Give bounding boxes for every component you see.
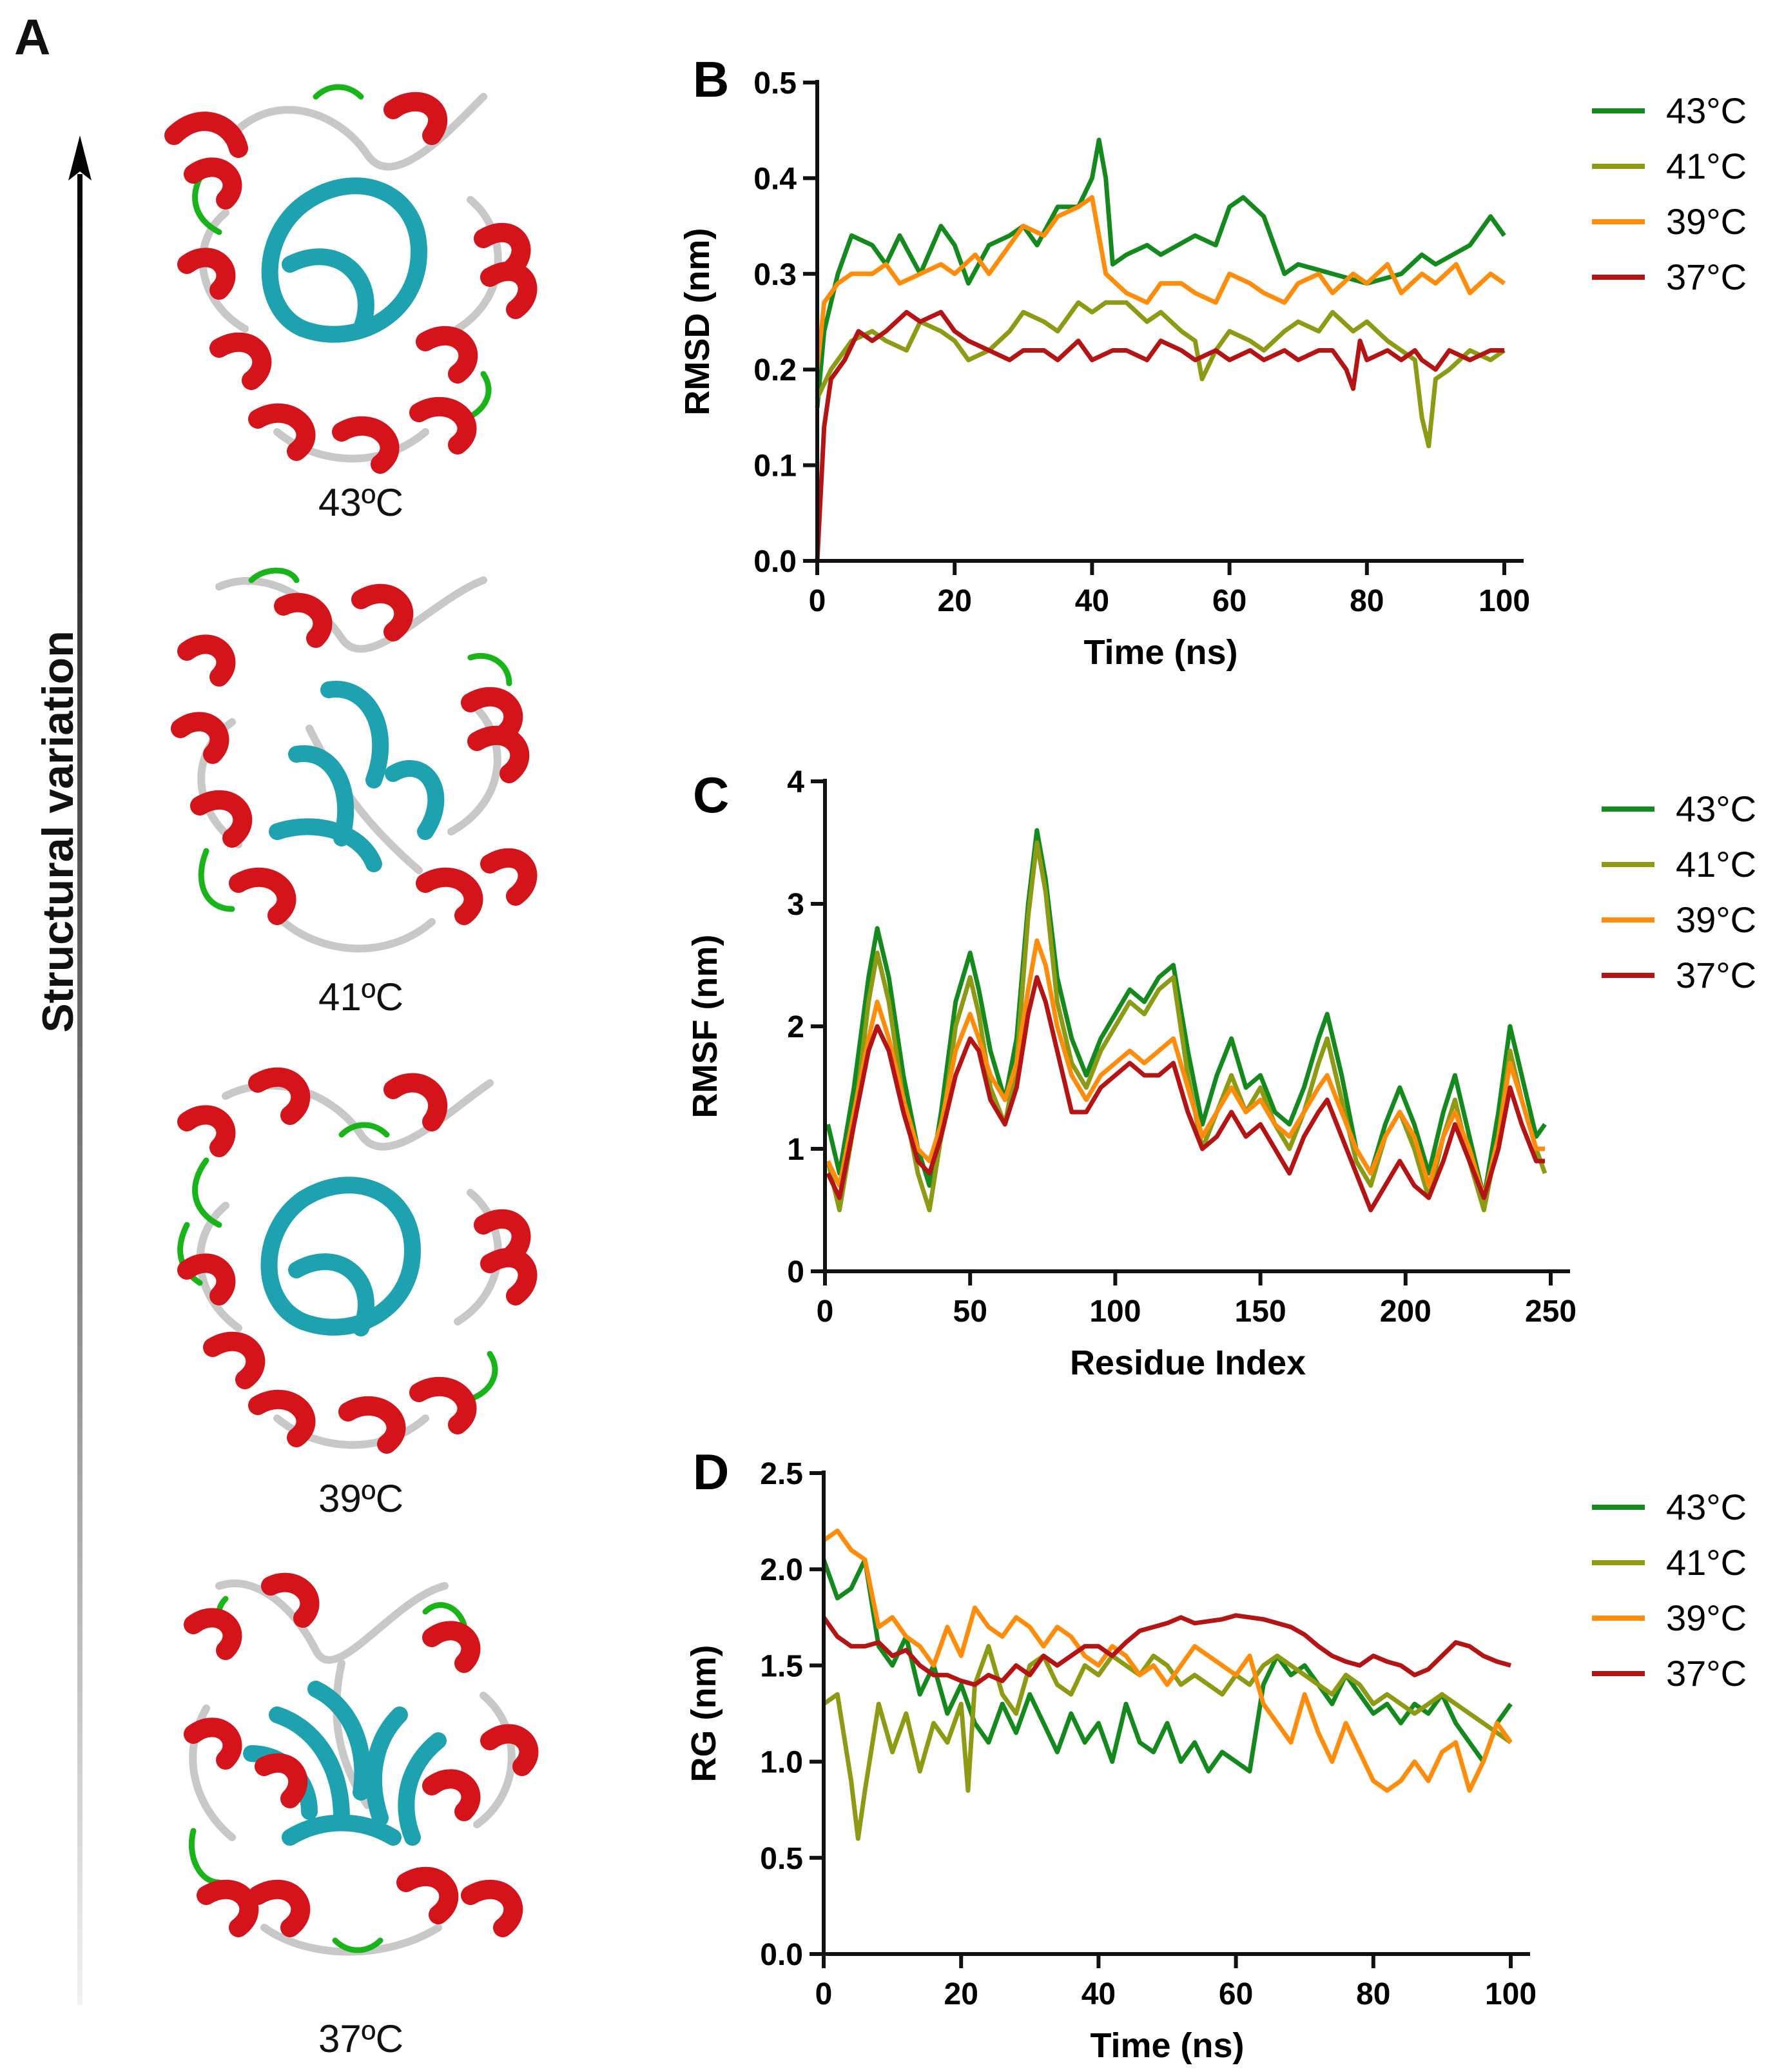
chart-d: D 0.0 0.5 1.0 1.5 2.0 2.5 0 20 40 60 80 100 Time (ns)… bbox=[684, 1443, 1747, 2065]
x-axis-title: Time (ns) bbox=[1083, 633, 1237, 672]
y-tick-label: 2 bbox=[787, 1010, 804, 1044]
x-tick-label: 20 bbox=[944, 1977, 978, 2011]
x-tick-label: 250 bbox=[1525, 1295, 1576, 1329]
y-tick-label: 0.0 bbox=[753, 545, 797, 579]
legend-label: 41°C bbox=[1666, 146, 1747, 186]
structure-label-41c: 41ºC bbox=[318, 975, 403, 1019]
y-tick-label: 0.5 bbox=[753, 66, 797, 101]
series-line-b-1 bbox=[815, 300, 1506, 449]
x-tick-label: 20 bbox=[938, 584, 972, 618]
x-tick-label: 100 bbox=[1089, 1295, 1141, 1329]
protein-structure-43c bbox=[164, 84, 538, 474]
series-line-c-3 bbox=[826, 975, 1545, 1213]
y-tick-label: 0.2 bbox=[753, 353, 797, 387]
legend-label: 39°C bbox=[1666, 201, 1747, 242]
series-line-d-0 bbox=[821, 1557, 1513, 1774]
series-line-d-1 bbox=[822, 1644, 1513, 1841]
panel-d-letter: D bbox=[693, 1443, 729, 1500]
series-line-d-3 bbox=[822, 1613, 1511, 1687]
panel-a-letter: A bbox=[14, 8, 51, 65]
y-tick-label: 1.5 bbox=[760, 1649, 803, 1683]
protein-structure-39c bbox=[177, 1067, 538, 1454]
structure-label-39c: 39ºC bbox=[318, 1477, 403, 1520]
x-tick-label: 60 bbox=[1219, 1977, 1253, 2011]
protein-structure-37c bbox=[184, 1572, 539, 1956]
y-tick-label: 2.0 bbox=[760, 1553, 803, 1587]
y-tick-label: 0.4 bbox=[753, 162, 797, 196]
y-tick-label: 0 bbox=[787, 1255, 804, 1289]
y-tick-label: 4 bbox=[787, 765, 804, 799]
legend-label: 37°C bbox=[1666, 1653, 1747, 1694]
legend-label: 41°C bbox=[1666, 1542, 1747, 1583]
x-tick-label: 80 bbox=[1350, 584, 1384, 618]
series-line-b-2 bbox=[815, 195, 1506, 370]
legend-label: 39°C bbox=[1666, 1598, 1747, 1638]
series-line-b-0 bbox=[815, 137, 1506, 408]
x-tick-label: 40 bbox=[1075, 584, 1109, 618]
structure-label-37c: 37ºC bbox=[318, 2017, 403, 2060]
legend-label: 37°C bbox=[1676, 955, 1756, 995]
legend-label: 43°C bbox=[1666, 1487, 1747, 1527]
series-line-b-3 bbox=[815, 309, 1504, 562]
x-tick-label: 0 bbox=[809, 584, 826, 618]
legend-label: 37°C bbox=[1666, 257, 1747, 297]
legend-label: 39°C bbox=[1676, 899, 1756, 940]
x-axis-title: Time (ns) bbox=[1090, 2026, 1244, 2065]
y-tick-label: 3 bbox=[787, 888, 804, 922]
x-tick-label: 60 bbox=[1212, 584, 1246, 618]
y-tick-label: 0.5 bbox=[760, 1842, 803, 1876]
y-axis-title: RMSD (nm) bbox=[678, 228, 717, 416]
series-line-d-2 bbox=[822, 1529, 1513, 1793]
x-axis-title: Residue Index bbox=[1070, 1344, 1306, 1382]
panel-b-letter: B bbox=[693, 51, 729, 108]
y-tick-label: 2.5 bbox=[760, 1457, 803, 1491]
y-axis-title: RMSF (nm) bbox=[686, 935, 724, 1119]
x-tick-label: 40 bbox=[1081, 1977, 1116, 2011]
x-tick-label: 150 bbox=[1235, 1295, 1286, 1329]
legend-label: 41°C bbox=[1676, 844, 1756, 885]
y-tick-label: 0.0 bbox=[760, 1938, 803, 1972]
legend-label: 43°C bbox=[1676, 788, 1756, 829]
panel-c-letter: C bbox=[693, 767, 729, 823]
x-tick-label: 0 bbox=[815, 1977, 833, 2011]
x-tick-label: 50 bbox=[953, 1295, 987, 1329]
structural-variation-arrow bbox=[68, 135, 92, 2005]
structure-label-43c: 43ºC bbox=[318, 481, 403, 524]
y-axis-title: RG (nm) bbox=[684, 1645, 723, 1783]
series-line-c-2 bbox=[826, 938, 1545, 1200]
legend-label: 43°C bbox=[1666, 90, 1747, 131]
x-tick-label: 100 bbox=[1485, 1977, 1537, 2011]
x-tick-label: 100 bbox=[1479, 584, 1530, 618]
chart-b: B 0.0 0.1 0.2 0.3 0.4 0.5 0 20 40 60 80 100 Time (ns)… bbox=[678, 51, 1747, 672]
x-tick-label: 80 bbox=[1356, 1977, 1390, 2011]
protein-structure-41c bbox=[171, 567, 538, 953]
y-tick-label: 1.0 bbox=[760, 1746, 803, 1780]
series-line-c-0 bbox=[826, 828, 1547, 1200]
x-tick-label: 0 bbox=[817, 1295, 834, 1329]
y-tick-label: 0.3 bbox=[753, 258, 797, 292]
chart-c: C 0 1 2 3 4 0 50 100 150 200 250 Residue Index RMSF (… bbox=[686, 765, 1756, 1382]
x-tick-label: 200 bbox=[1380, 1295, 1431, 1329]
y-tick-label: 0.1 bbox=[753, 449, 797, 484]
y-tick-label: 1 bbox=[787, 1133, 804, 1167]
